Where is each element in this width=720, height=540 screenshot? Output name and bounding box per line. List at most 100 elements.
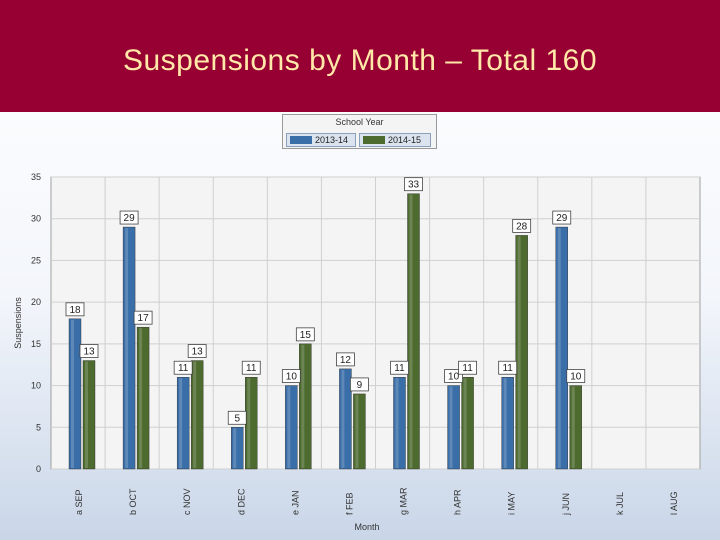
- bar-highlight: [449, 386, 453, 468]
- y-tick-label: 35: [31, 172, 41, 182]
- bar-highlight: [355, 394, 359, 468]
- bar-2014-15-SEP: [82, 360, 96, 470]
- data-label-box: [350, 377, 369, 392]
- bar-highlight: [409, 194, 413, 468]
- data-label-box: [404, 177, 423, 192]
- data-label: 11: [246, 363, 257, 374]
- bar-2014-15-FEB: [353, 393, 366, 470]
- data-label: 33: [408, 180, 420, 191]
- legend-swatch-2013-14: [290, 136, 312, 144]
- bar-highlight: [395, 378, 399, 468]
- y-tick-label: 15: [31, 339, 41, 349]
- bar-highlight: [193, 361, 197, 468]
- x-axis-title: Month: [354, 522, 379, 532]
- bar-highlight: [557, 228, 561, 468]
- bar-highlight: [517, 236, 521, 468]
- data-label: 29: [556, 213, 568, 224]
- legend-item-2013-14: 2013-14: [286, 133, 356, 147]
- legend-label-2014-15: 2014-15: [388, 135, 422, 145]
- bar-2014-15-OCT: [136, 326, 150, 470]
- bar-highlight: [85, 361, 88, 468]
- bar-2014-15-JUN: [569, 385, 582, 470]
- data-label-box: [566, 369, 586, 383]
- data-label-box: [552, 210, 572, 225]
- y-tick-label: 10: [31, 381, 41, 391]
- bar-highlight: [287, 386, 291, 468]
- bar-2014-15-NOV: [190, 360, 204, 470]
- bar-2013-14-FEB: [339, 368, 352, 470]
- legend-item-2014-15: 2014-15: [359, 133, 431, 147]
- chart-grid: [50, 176, 701, 470]
- data-label: 13: [83, 347, 95, 358]
- data-label: 10: [448, 372, 460, 383]
- data-label-box: [65, 302, 85, 317]
- data-label-box: [187, 344, 207, 358]
- data-label-box: [119, 210, 139, 225]
- legend-label-2013-14: 2013-14: [315, 135, 349, 145]
- x-tick-label: b OCT: [128, 488, 138, 515]
- chart-bars: [68, 193, 582, 470]
- bar-2013-14-MAY: [501, 377, 514, 470]
- bar-2014-15-MAY: [515, 235, 528, 470]
- x-tick-label: h APR: [453, 489, 463, 515]
- bar-2013-14-JUN: [555, 226, 568, 470]
- data-label: 18: [69, 305, 81, 316]
- x-tick-label: l AUG: [669, 491, 679, 515]
- y-tick-label: 30: [31, 214, 41, 224]
- data-label: 12: [340, 355, 352, 366]
- y-tick-label: 0: [36, 464, 41, 474]
- bar-highlight: [139, 328, 143, 468]
- data-label: 11: [462, 363, 473, 374]
- data-label: 29: [124, 213, 136, 224]
- bar-2013-14-JAN: [285, 385, 298, 470]
- bar-highlight: [125, 228, 129, 468]
- y-tick-label: 5: [36, 422, 41, 432]
- bar-2013-14-APR: [447, 385, 460, 470]
- x-tick-label: j JUN: [561, 493, 571, 516]
- data-label-box: [295, 327, 315, 342]
- data-label-box: [227, 410, 247, 425]
- data-label-box: [498, 360, 518, 375]
- data-label: 11: [394, 363, 405, 374]
- data-label-box: [173, 360, 193, 375]
- x-tick-label: c NOV: [182, 488, 192, 515]
- bar-highlight: [341, 369, 345, 468]
- bar-2013-14-MAR: [393, 377, 406, 470]
- bar-highlight: [503, 378, 507, 468]
- y-tick-label: 20: [31, 297, 41, 307]
- data-label-box: [458, 360, 477, 375]
- bar-2014-15-MAR: [407, 193, 420, 470]
- y-axis-title: Suspensions: [13, 297, 23, 349]
- bar-2014-15-DEC: [245, 377, 258, 470]
- y-tick-label: 25: [31, 255, 41, 265]
- data-label: 10: [286, 372, 298, 383]
- data-label: 11: [502, 363, 513, 374]
- data-label-box: [281, 369, 301, 383]
- x-tick-label: a SEP: [74, 489, 84, 515]
- legend-swatch-2014-15: [363, 136, 385, 144]
- slide-title: Suspensions by Month – Total 160: [122, 44, 598, 77]
- x-tick-label: f FEB: [344, 492, 354, 515]
- bar-2014-15-APR: [461, 377, 474, 470]
- title-banner: Suspensions by Month – Total 160: [0, 0, 720, 112]
- data-label: 11: [178, 363, 189, 374]
- legend-title: School Year: [335, 117, 384, 127]
- bar-highlight: [71, 319, 74, 468]
- chart-legend: School Year 2013-14 2014-15: [282, 114, 437, 149]
- x-tick-label: i MAY: [507, 492, 517, 515]
- data-label: 17: [138, 313, 150, 324]
- chart-axes: 0 5 10 15 20 25 30 35 a SEP b OCT c NOV d DEC e JAN f…: [13, 172, 679, 532]
- data-label-box: [133, 310, 153, 325]
- x-tick-label: e JAN: [290, 490, 300, 515]
- bar-highlight: [463, 378, 467, 468]
- data-label-box: [79, 344, 99, 358]
- x-tick-label: g MAR: [399, 487, 409, 515]
- data-label-box: [512, 219, 532, 233]
- bar-2013-14-SEP: [68, 318, 82, 470]
- bar-highlight: [233, 428, 237, 468]
- bar-highlight: [571, 386, 575, 468]
- data-label: 10: [570, 372, 582, 383]
- bar-2013-14-NOV: [176, 377, 190, 470]
